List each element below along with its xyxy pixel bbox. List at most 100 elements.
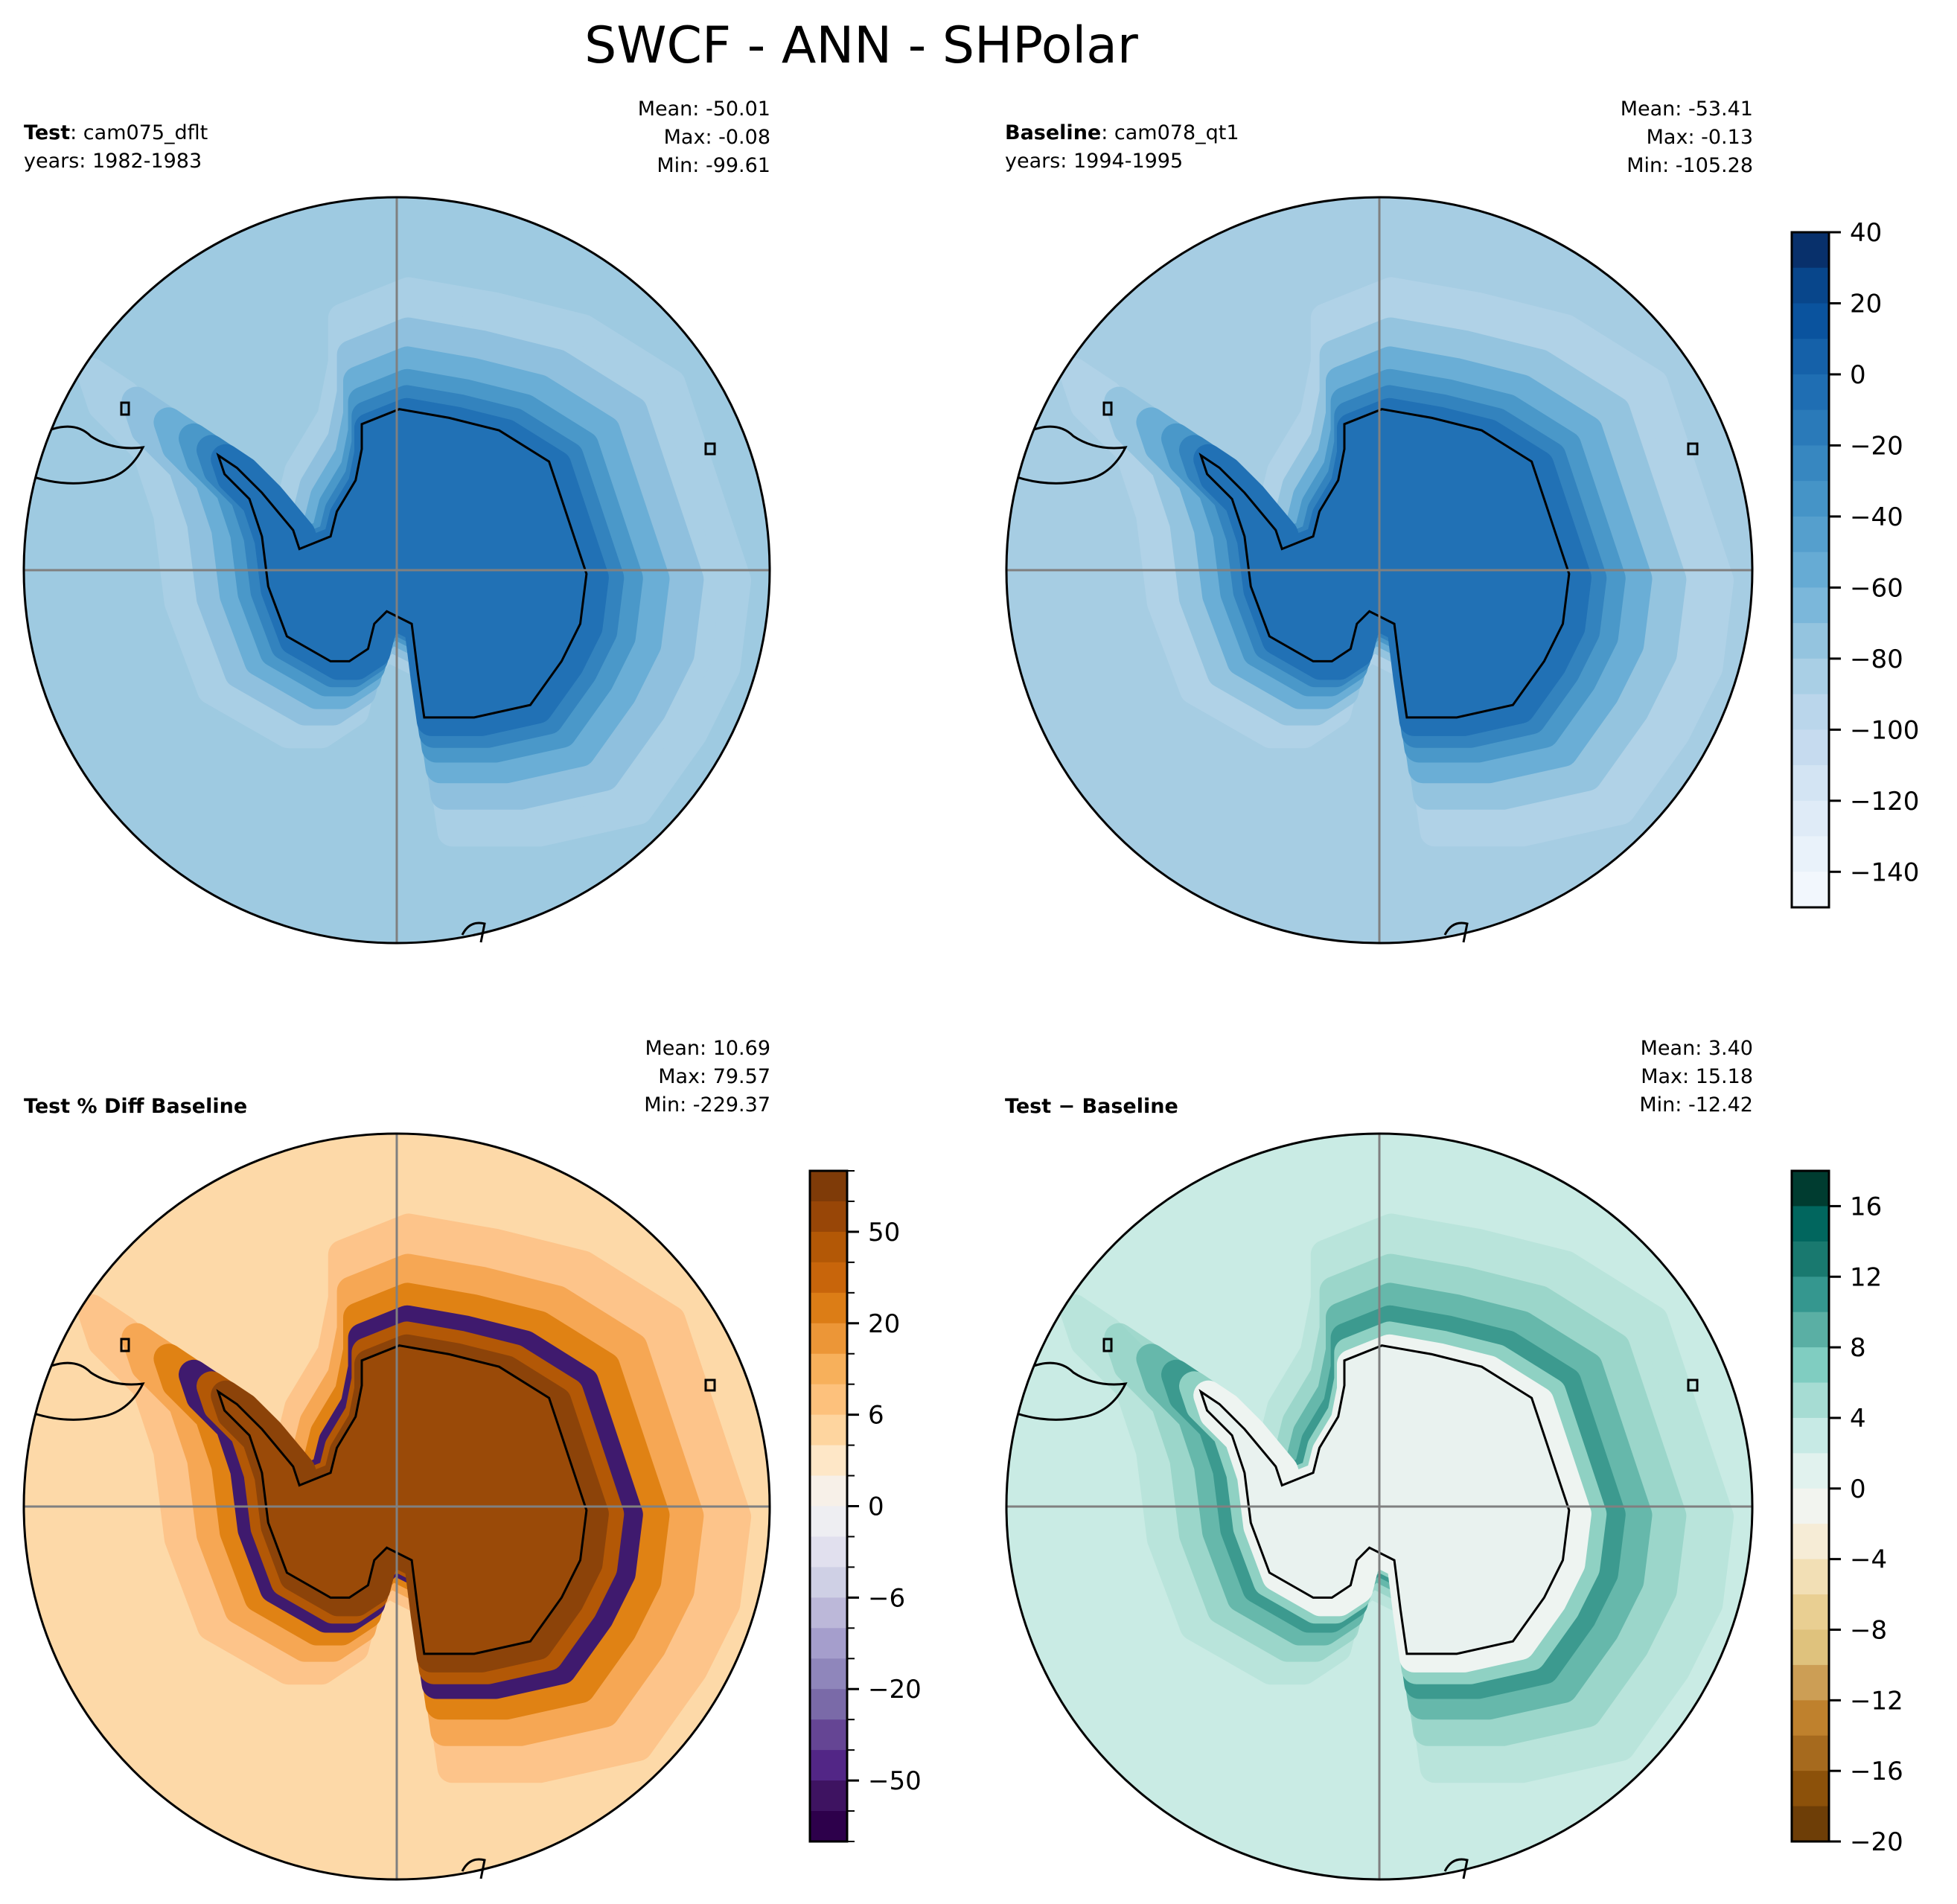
test-mean: Mean: -50.01 [637, 98, 770, 121]
colorbar-band [810, 1353, 847, 1385]
colorbar-band [1792, 658, 1829, 695]
colorbar-tick-label: −16 [1850, 1757, 1903, 1786]
colorbar-tick-label: 20 [1850, 289, 1882, 319]
colorbar-tick-label: −8 [1850, 1615, 1887, 1645]
island-coast [1102, 401, 1113, 416]
colorbar-band [810, 1231, 847, 1263]
colorbar-tick-label: −6 [868, 1583, 905, 1613]
colorbar-band [810, 1171, 847, 1202]
colorbar-band [1792, 1771, 1829, 1807]
colorbar-tick-label: 40 [1850, 218, 1882, 248]
colorbar-tick-label: −40 [1850, 502, 1903, 532]
colorbar-band [1792, 1347, 1829, 1384]
map-boundary [1005, 1132, 1754, 1881]
colorbar-tick-label: 4 [1850, 1404, 1866, 1434]
colorbar-band [1792, 1382, 1829, 1419]
colorbar-band [1792, 1735, 1829, 1772]
south-america-coast [1006, 1361, 1128, 1421]
diff-label: Test − Baseline [1005, 1095, 1178, 1118]
coastline [1198, 1344, 1571, 1655]
colorbar-band [810, 1323, 847, 1355]
colorbar-band [1792, 872, 1829, 908]
colorbar-band [1792, 1806, 1829, 1842]
island-coast [120, 401, 130, 416]
colorbar-band [1792, 1700, 1829, 1737]
colorbar-tick-label: 0 [1850, 1475, 1866, 1504]
diff-mean: Mean: 3.40 [1640, 1037, 1753, 1060]
coastline [216, 1344, 588, 1655]
colorbar-band [1792, 374, 1829, 411]
colorbar-band [1792, 1594, 1829, 1630]
island-coast [704, 1379, 716, 1392]
colorbar-tick-label: −140 [1850, 857, 1919, 887]
colorbar-band [810, 1658, 847, 1690]
colorbar-tick-label: −20 [1850, 1827, 1903, 1857]
test-min: Min: -99.61 [657, 154, 770, 177]
island-coast [1687, 1379, 1699, 1392]
colorbar-band [810, 1536, 847, 1568]
colorbar-band [810, 1597, 847, 1629]
colorbar-band [1792, 587, 1829, 624]
colorbar-band [1792, 1312, 1829, 1348]
pctdiff-min: Min: -229.37 [644, 1093, 770, 1116]
colorbar-band [1792, 1629, 1829, 1666]
colorbar-band [1792, 1664, 1829, 1701]
pctdiff-label: Test % Diff Baseline [24, 1095, 248, 1118]
baseline-max: Max: -0.13 [1646, 126, 1753, 149]
figure-title: SWCF - ANN - SHPolar [584, 16, 1138, 75]
south-america-coast [1006, 425, 1128, 485]
colorbar-band [810, 1628, 847, 1659]
map-boundary [1005, 196, 1754, 945]
colorbar-band [810, 1292, 847, 1324]
colorbar-band [1792, 1206, 1829, 1242]
colorbar-band [1792, 1277, 1829, 1313]
colorbar-band [1792, 267, 1829, 304]
colorbar-band [1792, 1559, 1829, 1595]
colorbar-band [810, 1689, 847, 1720]
coastline [1198, 408, 1571, 719]
map-boundary [22, 196, 771, 945]
colorbar-band [1792, 339, 1829, 375]
colorbar-band [1792, 1417, 1829, 1454]
colorbar-tick-label: 8 [1850, 1333, 1866, 1363]
colorbar-tick-label: 20 [868, 1309, 900, 1339]
colorbar-tick-label: 12 [1850, 1262, 1882, 1292]
diff-max: Max: 15.18 [1641, 1065, 1753, 1088]
colorbar-band [810, 1506, 847, 1537]
pctdiff-colorbar: 50 20 6 0 −6 −20 −50 [808, 1169, 922, 1843]
field [24, 1134, 770, 1879]
colorbar-tick-label: −120 [1850, 787, 1919, 817]
colorbar-tick-label: −80 [1850, 645, 1903, 674]
colorbar-tick-label: −12 [1850, 1686, 1903, 1716]
colorbar-band [1792, 694, 1829, 730]
colorbar-band [1792, 765, 1829, 802]
colorbar-frame [1790, 231, 1830, 909]
field [1006, 1134, 1752, 1879]
south-america-coast [24, 1361, 145, 1421]
colorbar-band [810, 1445, 847, 1477]
colorbar-tick-label: −60 [1850, 573, 1903, 603]
baseline-map [1005, 196, 1754, 945]
colorbar-band [1792, 729, 1829, 766]
baseline-case: : cam078_qt1 [1101, 121, 1239, 144]
pctdiff-map [22, 1132, 771, 1881]
test-map [22, 196, 771, 945]
colorbar-band [1792, 445, 1829, 482]
colorbar-band [810, 1384, 847, 1416]
continent-fill [1201, 409, 1569, 718]
island-coast [461, 1858, 486, 1879]
pctdiff-header: Test % Diff Baseline [24, 1093, 247, 1121]
baseline-years: years: 1994-1995 [1005, 150, 1184, 173]
coastline [216, 408, 588, 719]
colorbar-band [810, 1201, 847, 1233]
field [1006, 197, 1752, 943]
test-case: : cam075_dflt [70, 121, 208, 144]
colorbar-band [810, 1567, 847, 1598]
colorbar-tick-label: −100 [1850, 715, 1919, 745]
diff-stats: Mean: 3.40 Max: 15.18 Min: -12.42 [1381, 1035, 1753, 1119]
colorbar-band [1792, 1241, 1829, 1277]
colorbar-frame [1790, 1169, 1830, 1843]
continent-fill [218, 1345, 587, 1654]
diff-map [1005, 1132, 1754, 1881]
